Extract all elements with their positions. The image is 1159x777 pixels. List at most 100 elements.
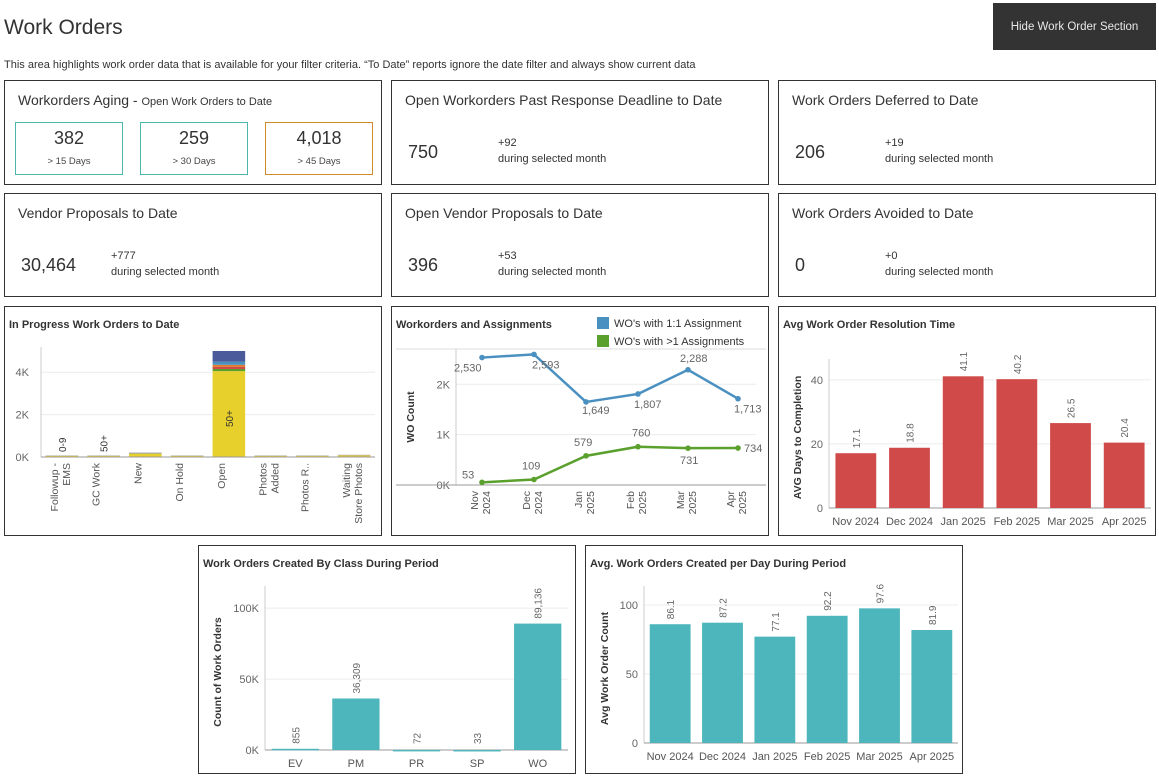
data-label: 2,288 [680,353,708,365]
data-label: 760 [632,428,650,440]
resolution-chart: 0 20 40 AVG Days to Completion Nov 2024 17.1 D… [792,351,1151,528]
past-deadline-card: Open Workorders Past Response Deadline t… [391,80,769,185]
data-label: 2,593 [532,359,560,371]
x-tick-label: EV [288,758,303,770]
y-tick-label: 1K [437,430,451,442]
y-tick-label: 0 [817,503,823,515]
bar-segment [129,453,162,457]
x-tick-label: Feb [625,491,637,509]
data-point [635,443,641,450]
aging-title-separator: - [129,92,142,108]
data-label: 33 [473,732,484,744]
bar [1103,442,1145,508]
x-tick-label: Nov [469,490,481,509]
x-tick-label: New [132,463,144,484]
x-tick-label: PR [409,758,424,770]
data-label: 50+ [100,435,111,452]
bar [392,749,441,752]
bar [453,749,501,752]
vendor-proposals-delta: +777 during selected month [111,248,219,280]
chart-title: Avg. Work Orders Created per Day During … [590,558,847,570]
aging-label: > 30 Days [172,156,216,167]
x-tick-label: PM [348,758,365,770]
bar [514,623,562,750]
delta-label: during selected month [885,266,994,278]
deferred-value: 206 [795,142,826,162]
delta-label: during selected month [111,266,220,278]
data-label: 50+ [225,410,236,427]
x-tick-label: 2025 [687,491,699,515]
section-description: This area highlights work order data tha… [4,59,696,71]
x-tick-label: Jan 2025 [752,751,797,763]
data-label: 734 [744,443,762,455]
aging-30-days-box[interactable]: 259 > 30 Days [140,122,248,175]
x-tick-label: Added [270,463,282,494]
delta-label: during selected month [498,266,607,278]
avoided-card: Work Orders Avoided to Date 0 +0 during … [778,193,1156,297]
open-vendor-proposals-title: Open Vendor Proposals to Date [405,205,603,221]
data-label: 731 [680,455,698,467]
aging-15-days-box[interactable]: 382 > 15 Days [15,122,123,175]
data-label: 1,713 [734,404,762,416]
data-label: 109 [522,461,540,473]
legend-swatch [597,335,609,347]
y-tick-label: 20 [811,439,823,451]
bar [942,376,984,508]
y-axis-label: Count of Work Orders [212,617,224,727]
x-tick-label: Photos R.. [299,463,311,512]
avoided-title: Work Orders Avoided to Date [792,205,974,221]
y-tick-label: 0K [16,452,30,464]
bar-segment [212,369,246,372]
in-progress-chart-card: In Progress Work Orders to Date 0K 2K 4K 0-… [4,306,382,536]
per-day-chart: 0 50 100 Avg Work Order Count Nov 2024 86.1 De… [599,583,958,763]
bar-segment [212,371,246,457]
data-point [635,391,641,397]
delta-value: +777 [111,250,136,262]
past-deadline-delta: +92 during selected month [498,135,606,167]
y-tick-label: 2K [437,379,451,391]
bar [835,453,877,508]
y-tick-label: 40 [811,375,823,387]
delta-label: during selected month [885,153,994,165]
data-label: 72 [413,732,424,744]
bar [332,698,380,750]
aging-value: 4,018 [296,128,342,148]
x-tick-label: 2025 [585,491,597,515]
x-tick-label: Apr 2025 [910,751,955,763]
chart-title: Workorders and Assignments [396,319,552,331]
deferred-title: Work Orders Deferred to Date [792,92,979,108]
x-tick-label: 2024 [481,491,493,515]
data-label: 20.4 [1120,418,1131,438]
bar [702,622,743,743]
data-label: 1,649 [582,405,610,417]
y-tick-label: 50 [626,669,638,681]
chart-title: In Progress Work Orders to Date [9,319,180,331]
bar-segment [170,455,204,457]
data-point [685,445,691,451]
x-tick-label: Nov 2024 [647,751,694,763]
data-label: 53 [462,469,474,481]
aging-45-days-box[interactable]: 4,018 > 45 Days [265,122,373,175]
bar [996,379,1038,508]
bar [754,636,796,743]
aging-title: Workorders Aging [18,92,130,108]
hide-work-order-section-button[interactable]: Hide Work Order Section [993,3,1156,50]
x-tick-label: Mar [675,491,687,510]
y-tick-label: 0K [437,480,451,492]
bar [889,447,930,508]
deferred-card: Work Orders Deferred to Date 206 +19 dur… [778,80,1156,185]
y-tick-label: 50K [239,674,259,686]
open-vendor-proposals-card: Open Vendor Proposals to Date 396 +53 du… [391,193,769,297]
x-tick-label: Followup - [49,462,61,511]
data-point [583,453,589,459]
data-label: 86.1 [666,599,677,619]
delta-value: +92 [498,137,517,149]
x-tick-label: Apr [725,491,737,508]
series-line [481,353,739,404]
aging-value: 382 [53,128,85,148]
y-tick-label: 4K [16,367,30,379]
aging-label: > 15 Days [47,156,91,167]
x-tick-label: On Hold [174,463,186,502]
bar-segment [212,351,246,362]
